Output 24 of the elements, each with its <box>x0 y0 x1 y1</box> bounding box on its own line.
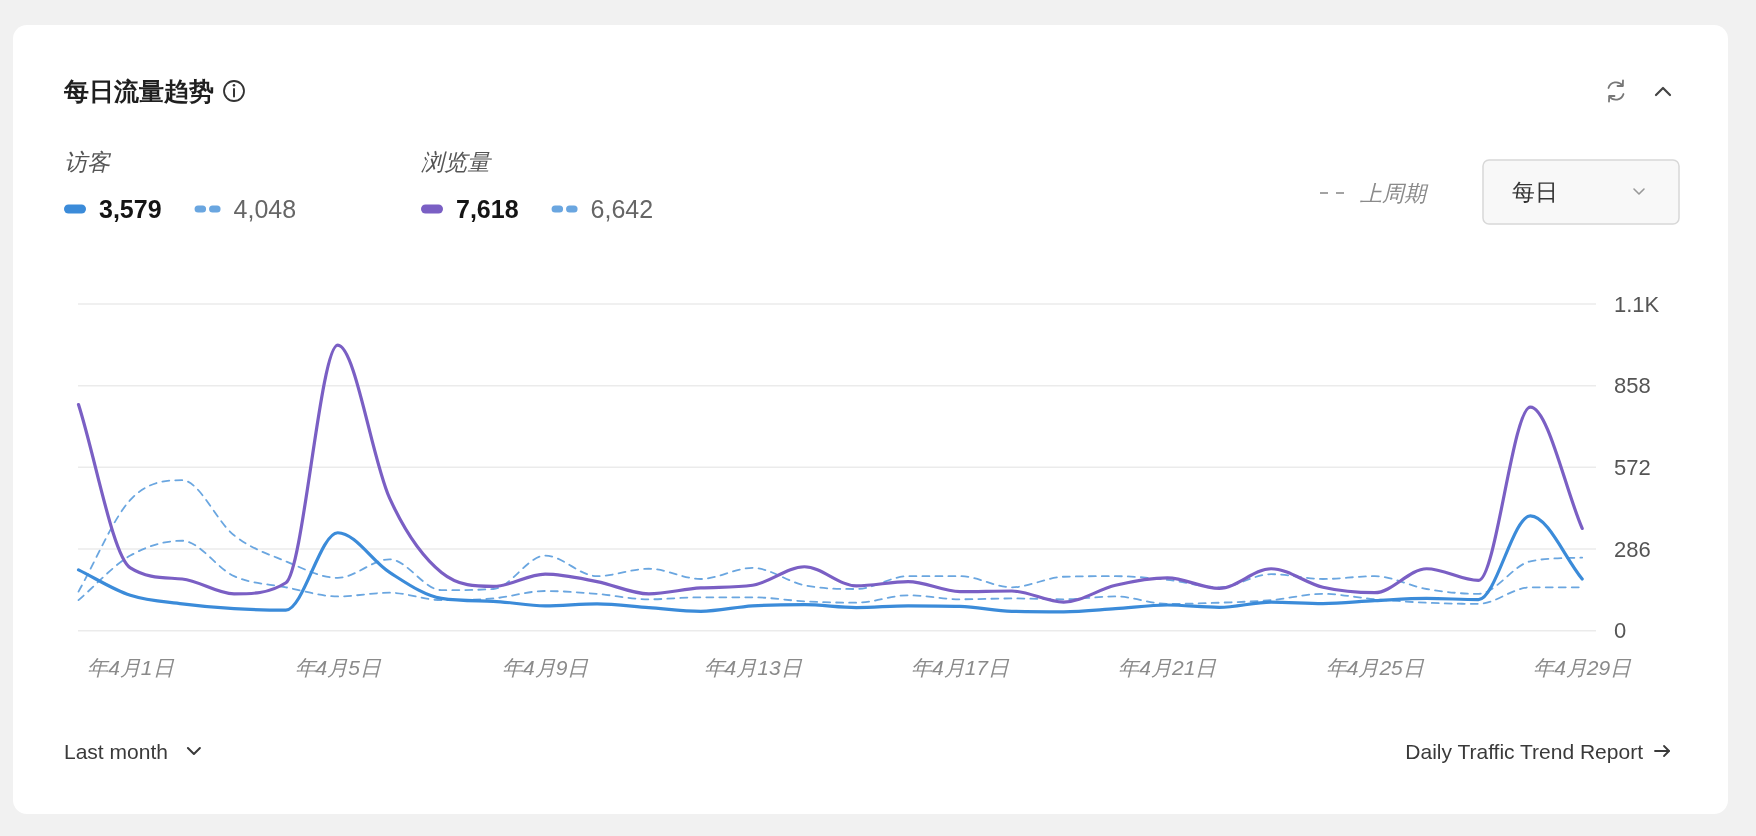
y-tick-label: 0 <box>1614 618 1627 644</box>
legend-label: 3,579 <box>99 195 162 223</box>
x-tick-label: 年4月5日 <box>294 655 382 679</box>
y-tick-label: 858 <box>1614 373 1651 399</box>
x-tick-label: 年4月29日 <box>1533 655 1633 679</box>
text: 每日 <box>1512 179 1558 205</box>
y-tick-label: 286 <box>1614 536 1651 562</box>
x-tick-label: 年4月17日 <box>910 655 1010 679</box>
x-tick-label: 年4月25日 <box>1325 655 1425 679</box>
x-tick-label: 年4月1日 <box>87 655 175 679</box>
text: Last month <box>64 739 168 763</box>
text: 上周期 <box>1360 180 1429 206</box>
legend-label: 6,642 <box>590 195 654 223</box>
x-tick-label: 年4月21日 <box>1118 655 1218 679</box>
legend-label: 7,618 <box>456 195 519 223</box>
y-tick-label: 572 <box>1614 454 1651 480</box>
text: Daily Traffic Trend Report <box>1405 739 1644 763</box>
text: 浏览量 <box>421 149 492 175</box>
text: 访客 <box>64 149 112 175</box>
chart-title: 每日流量趋势 <box>63 77 214 105</box>
y-tick-label: 1.1K <box>1614 291 1660 317</box>
legend-label: 4,048 <box>233 195 297 223</box>
x-tick-label: 年4月13日 <box>703 655 803 679</box>
x-tick-label: 年4月9日 <box>501 655 590 679</box>
